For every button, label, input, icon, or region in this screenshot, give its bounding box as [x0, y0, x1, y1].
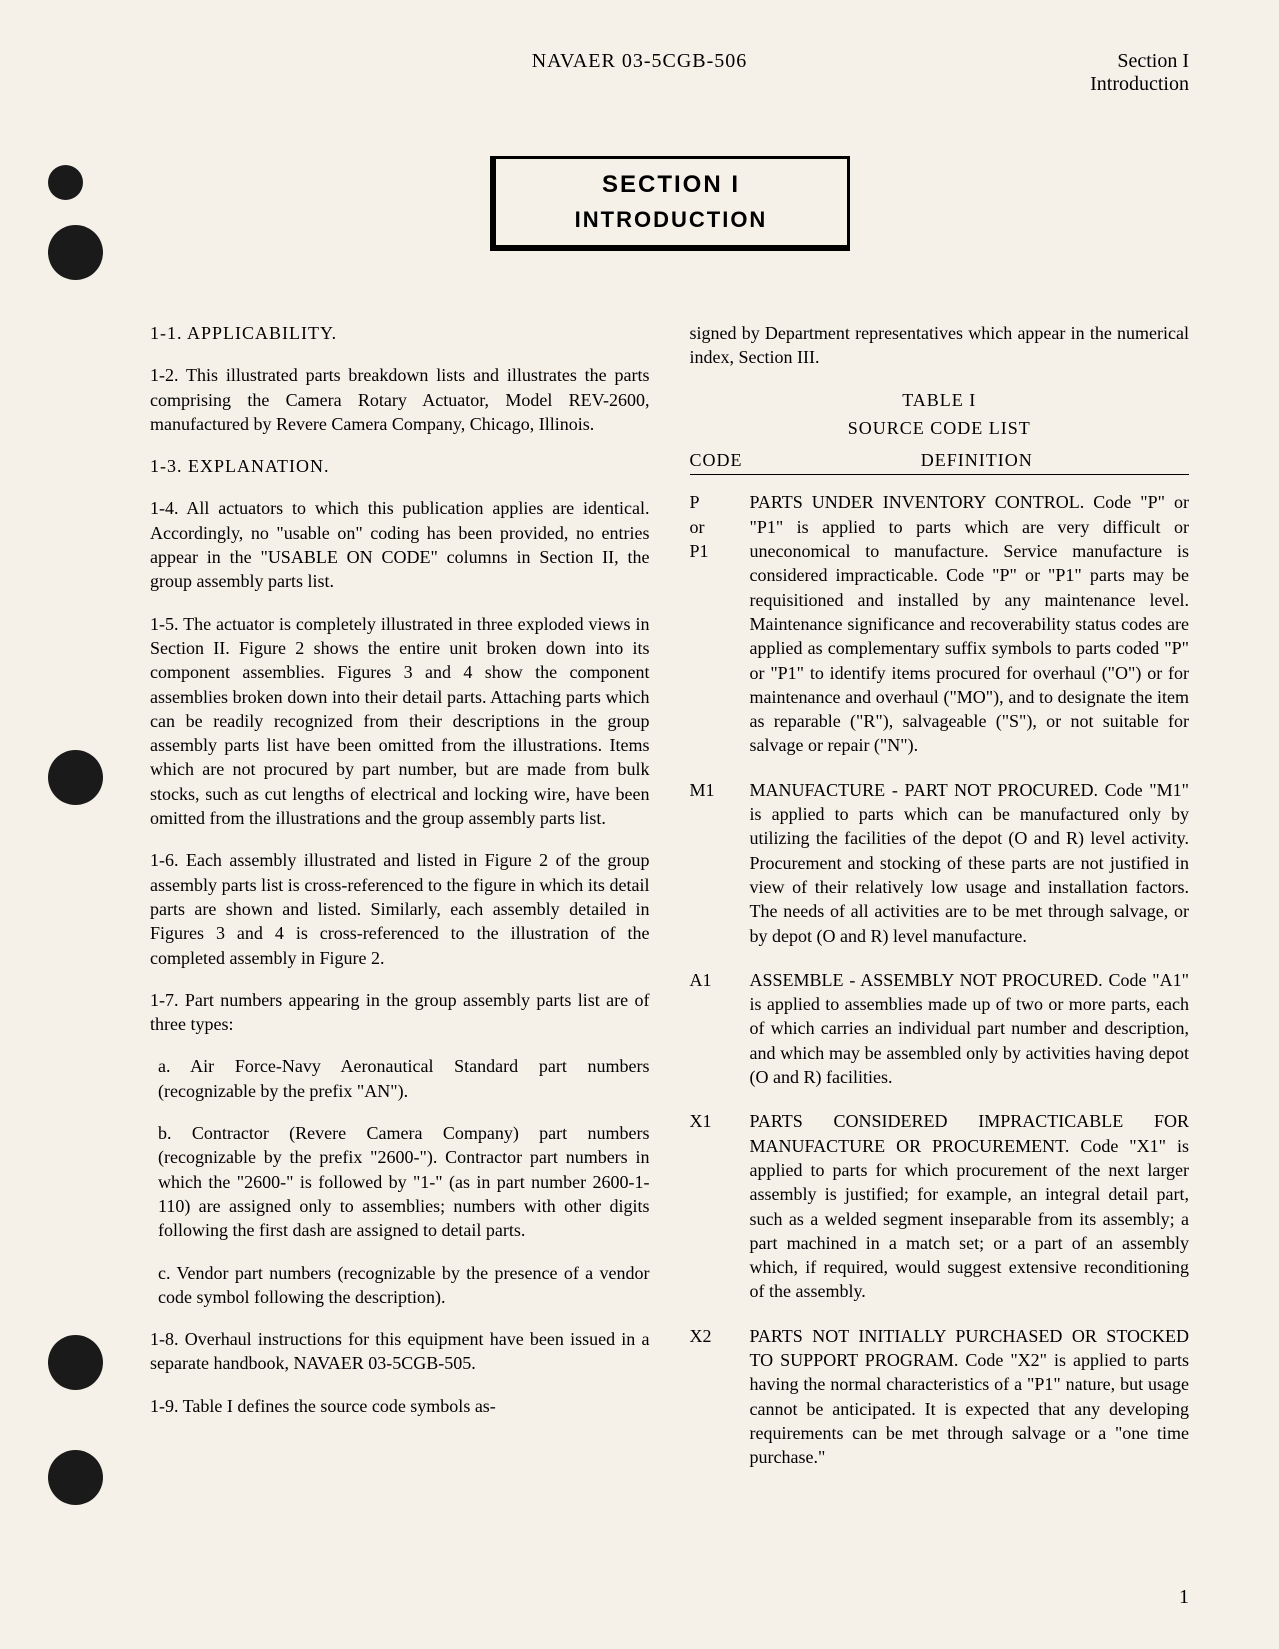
- code-cell: X2: [690, 1324, 750, 1470]
- table-header-code: CODE: [690, 448, 765, 472]
- code-cell: M1: [690, 778, 750, 948]
- paragraph: 1-4. All actuators to which this publica…: [150, 496, 650, 593]
- section-subtitle: INTRODUCTION: [526, 207, 817, 233]
- table-header-row: CODE DEFINITION: [690, 448, 1190, 475]
- paragraph: 1-7. Part numbers appearing in the group…: [150, 988, 650, 1037]
- definition-cell: PARTS CONSIDERED IMPRACTICABLE FOR MANUF…: [750, 1109, 1190, 1303]
- punch-hole-icon: [48, 225, 103, 280]
- code-value: M1: [690, 778, 750, 802]
- paragraph: 1-5. The actuator is completely illustra…: [150, 612, 650, 831]
- code-value: or: [690, 515, 750, 539]
- code-cell: PorP1: [690, 490, 750, 757]
- section-label: Section I: [1090, 50, 1189, 73]
- code-value: X1: [690, 1109, 750, 1133]
- code-value: P: [690, 490, 750, 514]
- table-row: PorP1PARTS UNDER INVENTORY CONTROL. Code…: [690, 490, 1190, 757]
- code-value: P1: [690, 539, 750, 563]
- table-row: M1MANUFACTURE - PART NOT PROCURED. Code …: [690, 778, 1190, 948]
- code-value: A1: [690, 968, 750, 992]
- page-header: NAVAER 03-5CGB-506 Section I Introductio…: [150, 50, 1189, 96]
- paragraph: 1-6. Each assembly illustrated and liste…: [150, 848, 650, 969]
- page-number: 1: [1179, 1586, 1189, 1609]
- heading-applicability: 1-1. APPLICABILITY.: [150, 321, 650, 345]
- definition-cell: ASSEMBLE - ASSEMBLY NOT PROCURED. Code "…: [750, 968, 1190, 1089]
- paragraph: 1-9. Table I defines the source code sym…: [150, 1394, 650, 1418]
- punch-hole-icon: [48, 1335, 103, 1390]
- table-row: X2PARTS NOT INITIALLY PURCHASED OR STOCK…: [690, 1324, 1190, 1470]
- heading-explanation: 1-3. EXPLANATION.: [150, 454, 650, 478]
- code-cell: X1: [690, 1109, 750, 1303]
- punch-hole-icon: [48, 750, 103, 805]
- table-header-definition: DEFINITION: [765, 448, 1190, 472]
- definition-cell: MANUFACTURE - PART NOT PROCURED. Code "M…: [750, 778, 1190, 948]
- table-row: A1ASSEMBLE - ASSEMBLY NOT PROCURED. Code…: [690, 968, 1190, 1089]
- doc-number: NAVAER 03-5CGB-506: [532, 50, 748, 73]
- punch-hole-icon: [48, 1450, 103, 1505]
- code-cell: A1: [690, 968, 750, 1089]
- sub-paragraph: c. Vendor part numbers (recognizable by …: [150, 1261, 650, 1310]
- section-sublabel: Introduction: [1090, 73, 1189, 96]
- paragraph: 1-2. This illustrated parts breakdown li…: [150, 363, 650, 436]
- left-column: 1-1. APPLICABILITY. 1-2. This illustrate…: [150, 321, 650, 1489]
- table-body: PorP1PARTS UNDER INVENTORY CONTROL. Code…: [690, 490, 1190, 1469]
- punch-hole-icon: [48, 165, 83, 200]
- right-column: signed by Department representatives whi…: [690, 321, 1190, 1489]
- sub-paragraph: a. Air Force-Navy Aeronautical Standard …: [150, 1054, 650, 1103]
- content-columns: 1-1. APPLICABILITY. 1-2. This illustrate…: [150, 321, 1189, 1489]
- definition-cell: PARTS NOT INITIALLY PURCHASED OR STOCKED…: [750, 1324, 1190, 1470]
- section-title-box: SECTION I INTRODUCTION: [490, 156, 850, 251]
- table-number: TABLE I: [690, 388, 1190, 412]
- paragraph-continuation: signed by Department representatives whi…: [690, 321, 1190, 370]
- sub-paragraph: b. Contractor (Revere Camera Company) pa…: [150, 1121, 650, 1242]
- code-value: X2: [690, 1324, 750, 1348]
- definition-cell: PARTS UNDER INVENTORY CONTROL. Code "P" …: [750, 490, 1190, 757]
- section-title: SECTION I: [526, 171, 817, 199]
- paragraph: 1-8. Overhaul instructions for this equi…: [150, 1327, 650, 1376]
- table-row: X1PARTS CONSIDERED IMPRACTICABLE FOR MAN…: [690, 1109, 1190, 1303]
- table-name: SOURCE CODE LIST: [690, 416, 1190, 440]
